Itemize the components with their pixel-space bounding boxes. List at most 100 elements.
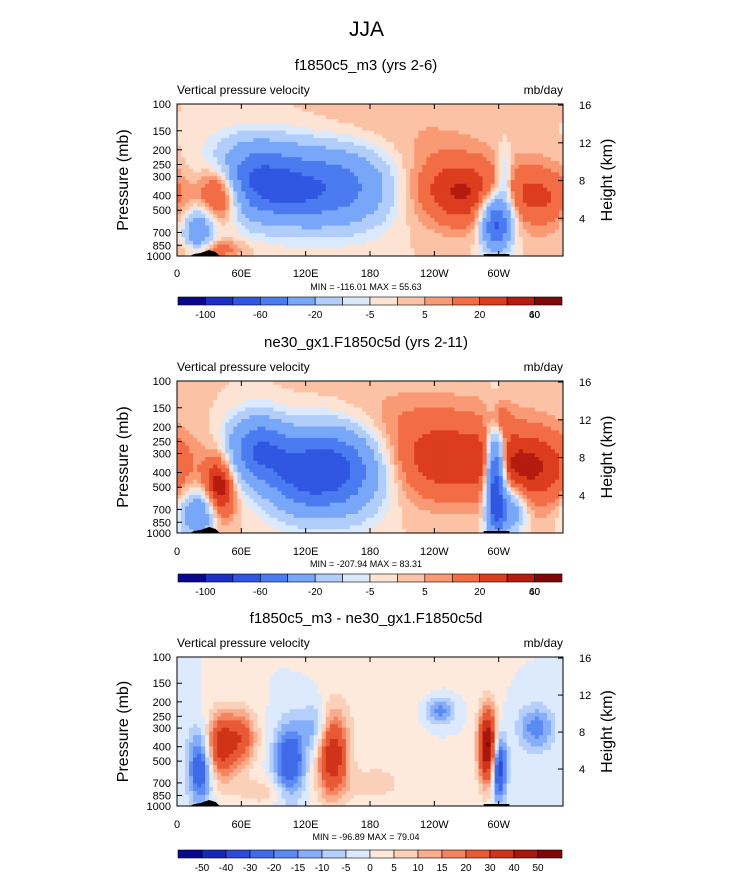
heatmap-cell [510, 164, 516, 170]
heatmap-cell [458, 248, 464, 253]
heatmap-cell [325, 172, 331, 177]
heatmap-cell [462, 206, 468, 211]
heatmap-cell [450, 161, 456, 166]
heatmap-cell [490, 119, 496, 124]
heatmap-cell [269, 233, 275, 238]
heatmap-cell [534, 403, 540, 409]
heatmap-cell [257, 126, 263, 132]
heatmap-cell [378, 419, 383, 424]
heatmap-cell [438, 126, 443, 132]
heatmap-cell [313, 153, 319, 158]
heatmap-cell [550, 206, 556, 211]
heatmap-cell [370, 233, 375, 238]
heatmap-cell [406, 411, 411, 416]
heatmap-cell [197, 202, 202, 208]
heatmap-cell [289, 225, 295, 230]
heatmap-cell [193, 396, 198, 401]
heatmap-cell [237, 161, 242, 166]
heatmap-cell [418, 104, 423, 109]
heatmap-cell [462, 396, 468, 401]
heatmap-cell [177, 221, 182, 227]
heatmap-cell [542, 130, 548, 135]
heatmap-cell [241, 407, 246, 412]
heatmap-cell [317, 214, 323, 219]
heatmap-cell [538, 134, 544, 139]
heatmap-cell [177, 183, 182, 189]
heatmap-cell [353, 244, 359, 249]
heatmap-cell [386, 134, 391, 139]
heatmap-cell [462, 111, 468, 116]
heatmap-cell [349, 176, 355, 181]
heatmap-cell [237, 157, 242, 162]
heatmap-cell [353, 218, 359, 223]
heatmap-cell [301, 415, 307, 420]
heatmap-cell [422, 183, 427, 189]
heatmap-cell [522, 107, 528, 113]
heatmap-cell [229, 419, 234, 424]
heatmap-cell [534, 400, 540, 405]
heatmap-cell [189, 187, 194, 192]
heatmap-cell [333, 126, 339, 132]
heatmap-cell [297, 126, 303, 132]
heatmap-cell [245, 138, 250, 143]
heatmap-cell [201, 172, 206, 177]
heatmap-cell [273, 384, 279, 390]
heatmap-cell [502, 233, 508, 238]
heatmap-cell [458, 206, 464, 211]
heatmap-cell [213, 381, 218, 386]
heatmap-cell [454, 145, 460, 151]
heatmap-cell [301, 411, 307, 416]
heatmap-cell [357, 248, 363, 253]
colorbar-swatch [534, 296, 563, 306]
heatmap-cell [374, 248, 379, 253]
heatmap-cell [394, 134, 399, 139]
heatmap-cell [261, 419, 267, 424]
heatmap-cell [446, 130, 452, 135]
heatmap-cell [502, 202, 508, 208]
heatmap-cell [317, 161, 323, 166]
heatmap-cell [442, 161, 447, 166]
heatmap-cell [313, 411, 319, 416]
heatmap-cell [269, 244, 275, 249]
heatmap-cell [193, 183, 198, 189]
heatmap-cell [486, 161, 492, 166]
heatmap-cell [309, 107, 315, 113]
heatmap-cell [446, 218, 452, 223]
heatmap-cell [317, 388, 323, 393]
heatmap-cell [406, 252, 411, 257]
heatmap-cell [185, 172, 190, 177]
heatmap-cell [442, 218, 447, 223]
heatmap-cell [414, 248, 419, 253]
heatmap-cell [257, 111, 263, 116]
heatmap-cell [406, 183, 411, 189]
heatmap-cell [522, 218, 528, 223]
heatmap-cell [410, 104, 415, 109]
heatmap-cell [209, 415, 214, 420]
heatmap-cell [378, 240, 383, 246]
heatmap-cell [538, 142, 544, 147]
heatmap-cell [514, 237, 520, 242]
heatmap-cell [442, 214, 447, 219]
heatmap-cell [438, 107, 443, 113]
heatmap-cell [281, 237, 287, 242]
heatmap-cell [526, 180, 532, 185]
heatmap-cell [542, 199, 548, 204]
heatmap-cell [554, 419, 560, 424]
heatmap-cell [442, 225, 447, 230]
heatmap-cell [269, 153, 275, 158]
heatmap-cell [514, 183, 520, 189]
heatmap-cell [414, 164, 419, 170]
heatmap-cell [305, 210, 311, 215]
heatmap-cell [414, 411, 419, 416]
heatmap-cell [321, 161, 327, 166]
heatmap-cell [321, 126, 327, 132]
heatmap-cell [261, 384, 267, 390]
heatmap-cell [542, 195, 548, 200]
heatmap-cell [197, 225, 202, 230]
heatmap-cell [474, 252, 480, 257]
heatmap-cell [273, 134, 279, 139]
heatmap-cell [426, 199, 431, 204]
heatmap-cell [325, 384, 331, 390]
heatmap-cell [442, 168, 447, 173]
heatmap-cell [341, 388, 347, 393]
